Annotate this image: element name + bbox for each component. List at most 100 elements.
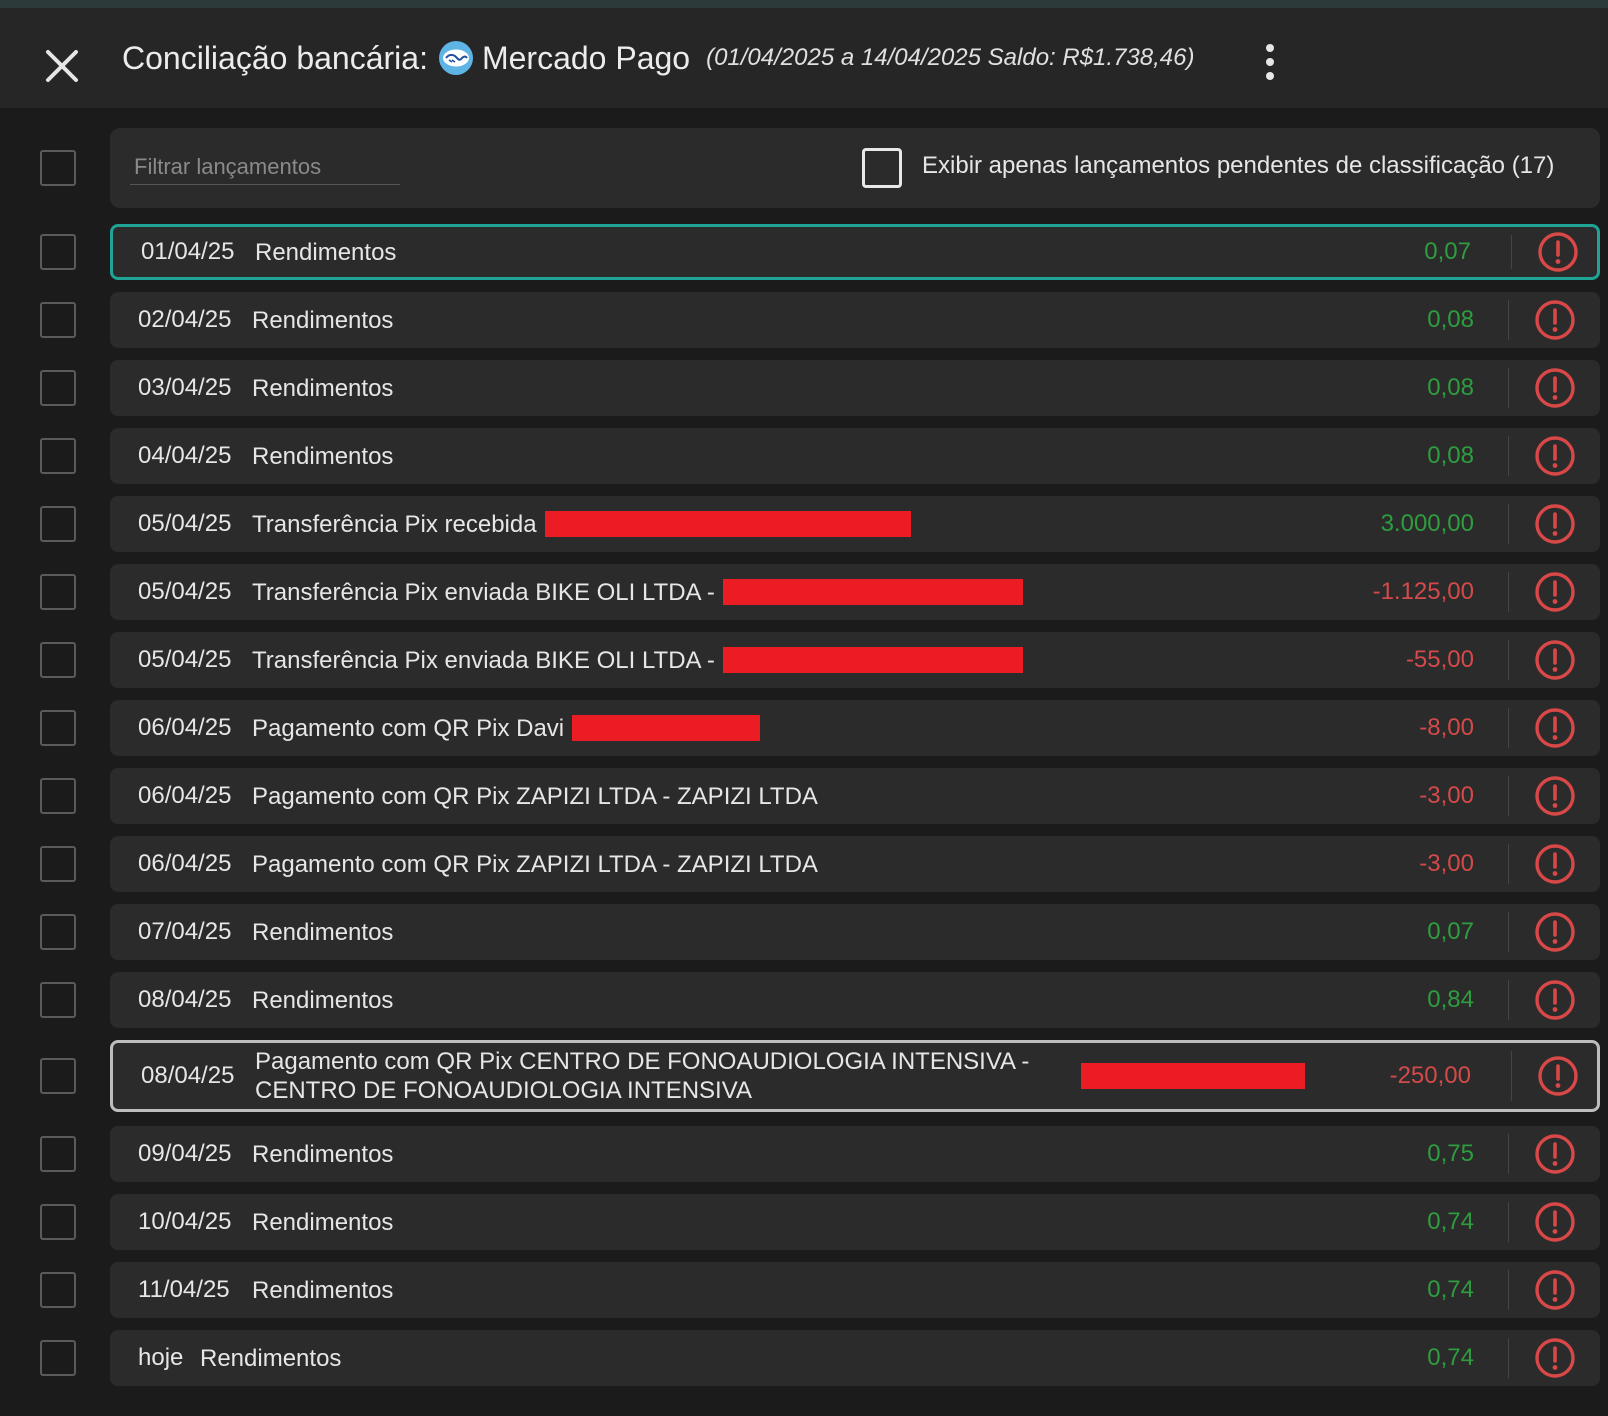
transaction-amount: 0,74 <box>1427 1344 1474 1371</box>
alert-circle-icon[interactable] <box>1534 1337 1576 1379</box>
transaction-description: Pagamento com QR Pix CENTRO DE FONOAUDIO… <box>255 1048 1030 1104</box>
transaction-amount: -1.125,00 <box>1372 578 1474 605</box>
transaction-description-cell: Rendimentos <box>255 227 1305 277</box>
row-divider <box>1508 1134 1509 1174</box>
alert-circle-icon[interactable] <box>1534 1201 1576 1243</box>
transaction-amount: 3.000,00 <box>1380 510 1474 537</box>
transaction-row[interactable]: 05/04/25 Transferência Pix enviada BIKE O… <box>110 564 1600 620</box>
transaction-description: Rendimentos <box>255 238 397 266</box>
transaction-description: Pagamento com QR Pix ZAPIZI LTDA - ZAPIZ… <box>252 850 818 878</box>
transaction-date: 05/04/25 <box>138 510 232 537</box>
close-button[interactable] <box>40 44 84 88</box>
alert-circle-icon[interactable] <box>1534 775 1576 817</box>
transaction-row[interactable]: 03/04/25 Rendimentos 0,08 <box>110 360 1600 416</box>
top-accent-line <box>0 0 1608 8</box>
row-divider <box>1508 368 1509 408</box>
row-divider <box>1508 980 1509 1020</box>
select-all-checkbox[interactable] <box>40 150 76 186</box>
transaction-description-cell: Pagamento com QR Pix ZAPIZI LTDA - ZAPIZ… <box>252 768 1302 824</box>
dialog-title: Conciliação bancária: Mercado Pago (01/0… <box>122 8 1194 108</box>
row-divider <box>1508 1202 1509 1242</box>
alert-circle-icon[interactable] <box>1534 299 1576 341</box>
transaction-row[interactable]: 06/04/25 Pagamento com QR Pix ZAPIZI LTDA… <box>110 768 1600 824</box>
transaction-row[interactable]: 02/04/25 Rendimentos 0,08 <box>110 292 1600 348</box>
transaction-description-cell: Rendimentos <box>252 1126 1302 1182</box>
row-checkbox[interactable] <box>40 574 76 610</box>
row-checkbox[interactable] <box>40 438 76 474</box>
row-divider <box>1508 640 1509 680</box>
row-checkbox[interactable] <box>40 642 76 678</box>
filter-input[interactable] <box>130 150 400 185</box>
transaction-row[interactable]: 08/04/25 Rendimentos 0,84 <box>110 972 1600 1028</box>
row-checkbox[interactable] <box>40 778 76 814</box>
alert-circle-icon[interactable] <box>1534 979 1576 1021</box>
transaction-description: Transferência Pix recebida <box>252 510 537 538</box>
account-name: Mercado Pago <box>481 39 691 76</box>
transaction-description: Rendimentos <box>252 306 394 334</box>
transaction-description-cell: Rendimentos <box>200 1330 1250 1386</box>
transaction-row[interactable]: 01/04/25 Rendimentos 0,07 <box>110 224 1600 280</box>
row-checkbox[interactable] <box>40 1340 76 1376</box>
row-checkbox[interactable] <box>40 914 76 950</box>
row-checkbox[interactable] <box>40 302 76 338</box>
transaction-description: Transferência Pix enviada BIKE OLI LTDA … <box>252 578 715 606</box>
transaction-description-cell: Rendimentos <box>252 904 1302 960</box>
alert-circle-icon[interactable] <box>1534 639 1576 681</box>
alert-circle-icon[interactable] <box>1537 231 1579 273</box>
transaction-row[interactable]: 10/04/25 Rendimentos 0,74 <box>110 1194 1600 1250</box>
row-divider <box>1508 776 1509 816</box>
transaction-row[interactable]: 08/04/25 Pagamento com QR Pix CENTRO DE F… <box>110 1040 1600 1112</box>
transaction-amount: 0,74 <box>1427 1276 1474 1303</box>
transaction-description: Rendimentos <box>252 986 394 1014</box>
pending-only-checkbox[interactable] <box>862 148 902 188</box>
transaction-row[interactable]: 06/04/25 Pagamento com QR Pix Davi -8,00 <box>110 700 1600 756</box>
transaction-row[interactable]: 04/04/25 Rendimentos 0,08 <box>110 428 1600 484</box>
transaction-description-cell: Rendimentos <box>252 1262 1302 1318</box>
transaction-row[interactable]: 07/04/25 Rendimentos 0,07 <box>110 904 1600 960</box>
alert-circle-icon[interactable] <box>1534 707 1576 749</box>
alert-circle-icon[interactable] <box>1537 1055 1579 1097</box>
transaction-description-cell: Pagamento com QR Pix CENTRO DE FONOAUDIO… <box>255 1043 1305 1109</box>
row-checkbox[interactable] <box>40 1272 76 1308</box>
row-checkbox[interactable] <box>40 1136 76 1172</box>
transaction-description: Rendimentos <box>252 1140 394 1168</box>
row-checkbox[interactable] <box>40 506 76 542</box>
transaction-row[interactable]: 06/04/25 Pagamento com QR Pix ZAPIZI LTDA… <box>110 836 1600 892</box>
transaction-description-cell: Transferência Pix recebida <box>252 496 1302 552</box>
transaction-row[interactable]: 09/04/25 Rendimentos 0,75 <box>110 1126 1600 1182</box>
alert-circle-icon[interactable] <box>1534 911 1576 953</box>
transaction-row[interactable]: 11/04/25 Rendimentos 0,74 <box>110 1262 1600 1318</box>
alert-circle-icon[interactable] <box>1534 1269 1576 1311</box>
transaction-description-cell: Rendimentos <box>252 972 1302 1028</box>
alert-circle-icon[interactable] <box>1534 1133 1576 1175</box>
row-checkbox[interactable] <box>40 710 76 746</box>
alert-circle-icon[interactable] <box>1534 843 1576 885</box>
kebab-menu-icon[interactable] <box>1258 38 1282 88</box>
redaction-bar <box>1080 1063 1305 1089</box>
row-checkbox[interactable] <box>40 846 76 882</box>
transaction-date: 08/04/25 <box>141 1062 235 1089</box>
row-checkbox[interactable] <box>40 982 76 1018</box>
transaction-row[interactable]: hoje Rendimentos 0,74 <box>110 1330 1600 1386</box>
alert-circle-icon[interactable] <box>1534 571 1576 613</box>
kebab-dot <box>1266 72 1274 80</box>
row-checkbox[interactable] <box>40 1204 76 1240</box>
alert-circle-icon[interactable] <box>1534 367 1576 409</box>
row-checkbox[interactable] <box>40 234 76 270</box>
transaction-description: Pagamento com QR Pix ZAPIZI LTDA - ZAPIZ… <box>252 782 818 810</box>
row-divider <box>1508 504 1509 544</box>
transaction-date: 04/04/25 <box>138 442 232 469</box>
alert-circle-icon[interactable] <box>1534 503 1576 545</box>
transaction-row[interactable]: 05/04/25 Transferência Pix enviada BIKE O… <box>110 632 1600 688</box>
transaction-date: 05/04/25 <box>138 646 232 673</box>
row-divider <box>1508 708 1509 748</box>
transaction-amount: 0,84 <box>1427 986 1474 1013</box>
row-divider <box>1508 1270 1509 1310</box>
alert-circle-icon[interactable] <box>1534 435 1576 477</box>
transaction-amount: 0,75 <box>1427 1140 1474 1167</box>
transaction-amount: -250,00 <box>1389 1062 1471 1089</box>
row-checkbox[interactable] <box>40 370 76 406</box>
row-checkbox[interactable] <box>40 1058 76 1094</box>
transaction-row[interactable]: 05/04/25 Transferência Pix recebida 3.000,… <box>110 496 1600 552</box>
transaction-amount: -55,00 <box>1405 646 1474 673</box>
